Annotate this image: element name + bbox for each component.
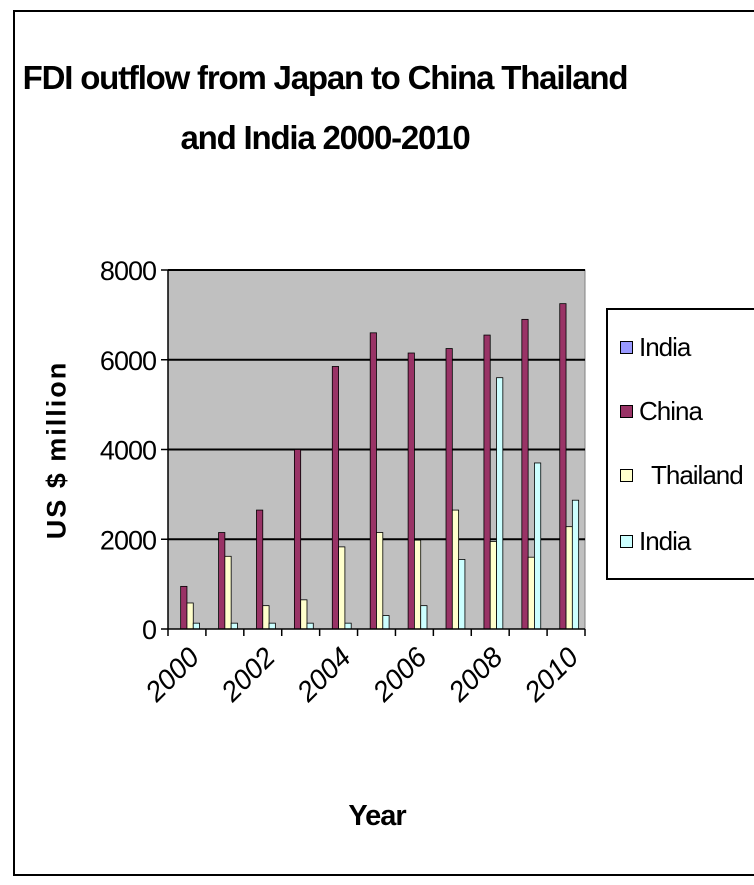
legend-item-thailand: Thailand [620,460,744,491]
bar-thailand-2005 [376,532,384,630]
bar-thailand-2007 [451,509,460,630]
x-tick-label-2006: 2006 [366,641,433,708]
chart-title: FDI outflow from Japan to China Thailand… [0,48,650,168]
x-tick-label-2010: 2010 [518,641,585,708]
chart-legend: India China Thailand India [606,308,754,580]
bar-india-2009 [534,462,542,630]
y-tick-label: 0 [142,615,156,645]
bar-china-2001 [218,532,226,630]
x-tick-label-2002: 2002 [214,641,281,708]
bar-china-2010 [559,303,567,630]
legend-swatch [620,469,633,482]
bar-thailand-2006 [414,539,422,630]
bar-china-2002 [256,509,264,630]
bar-india-2000 [192,622,200,630]
bar-india-2008 [496,377,504,630]
bar-india-2005 [382,615,390,630]
x-axis-label: Year [348,800,406,832]
bar-china-2007 [445,348,453,630]
y-tick-label: 6000 [100,346,156,376]
legend-item-india: India [620,332,691,363]
bar-thailand-2008 [489,541,497,630]
bar-india-2006 [420,605,428,630]
x-tick-label-2000: 2000 [139,641,206,708]
y-tick-label: 8000 [100,256,156,286]
x-tick-label-2008: 2008 [442,641,509,708]
bar-china-2004 [331,366,339,630]
legend-label: Thailand [639,460,744,490]
legend-swatch [620,341,633,354]
bar-thailand-2000 [186,602,194,630]
bar-thailand-2001 [224,555,232,630]
bar-india-2010 [571,499,580,630]
chart-title-line-2: and India 2000-2010 [180,119,470,156]
bar-india-2002 [268,622,276,630]
bar-china-2008 [483,334,491,630]
bar-india-2007 [458,559,466,630]
bar-china-2005 [369,332,377,630]
legend-swatch [620,405,633,418]
bar-thailand-2003 [300,599,308,630]
bar-thailand-2004 [338,546,346,630]
chart-title-line-1: FDI outflow from Japan to China Thailand [22,59,629,96]
bar-india-2004 [344,622,352,630]
y-tick-label: 4000 [100,436,156,466]
bar-china-2000 [180,585,188,630]
x-tick-label-2004: 2004 [290,641,357,708]
legend-item-india: India [620,526,691,557]
bar-india-2001 [230,622,238,630]
bar-thailand-2002 [262,605,270,630]
y-tick-label: 2000 [100,525,156,555]
bar-china-2006 [407,352,415,630]
legend-label: China [639,396,703,426]
legend-label: India [639,526,691,556]
legend-item-china: China [620,396,703,427]
legend-swatch [620,535,633,548]
bar-thailand-2010 [565,526,573,630]
bar-china-2003 [293,449,302,630]
legend-label: India [639,332,691,362]
bar-thailand-2009 [527,556,535,630]
bar-india-2003 [306,622,314,630]
bar-china-2009 [521,318,529,630]
